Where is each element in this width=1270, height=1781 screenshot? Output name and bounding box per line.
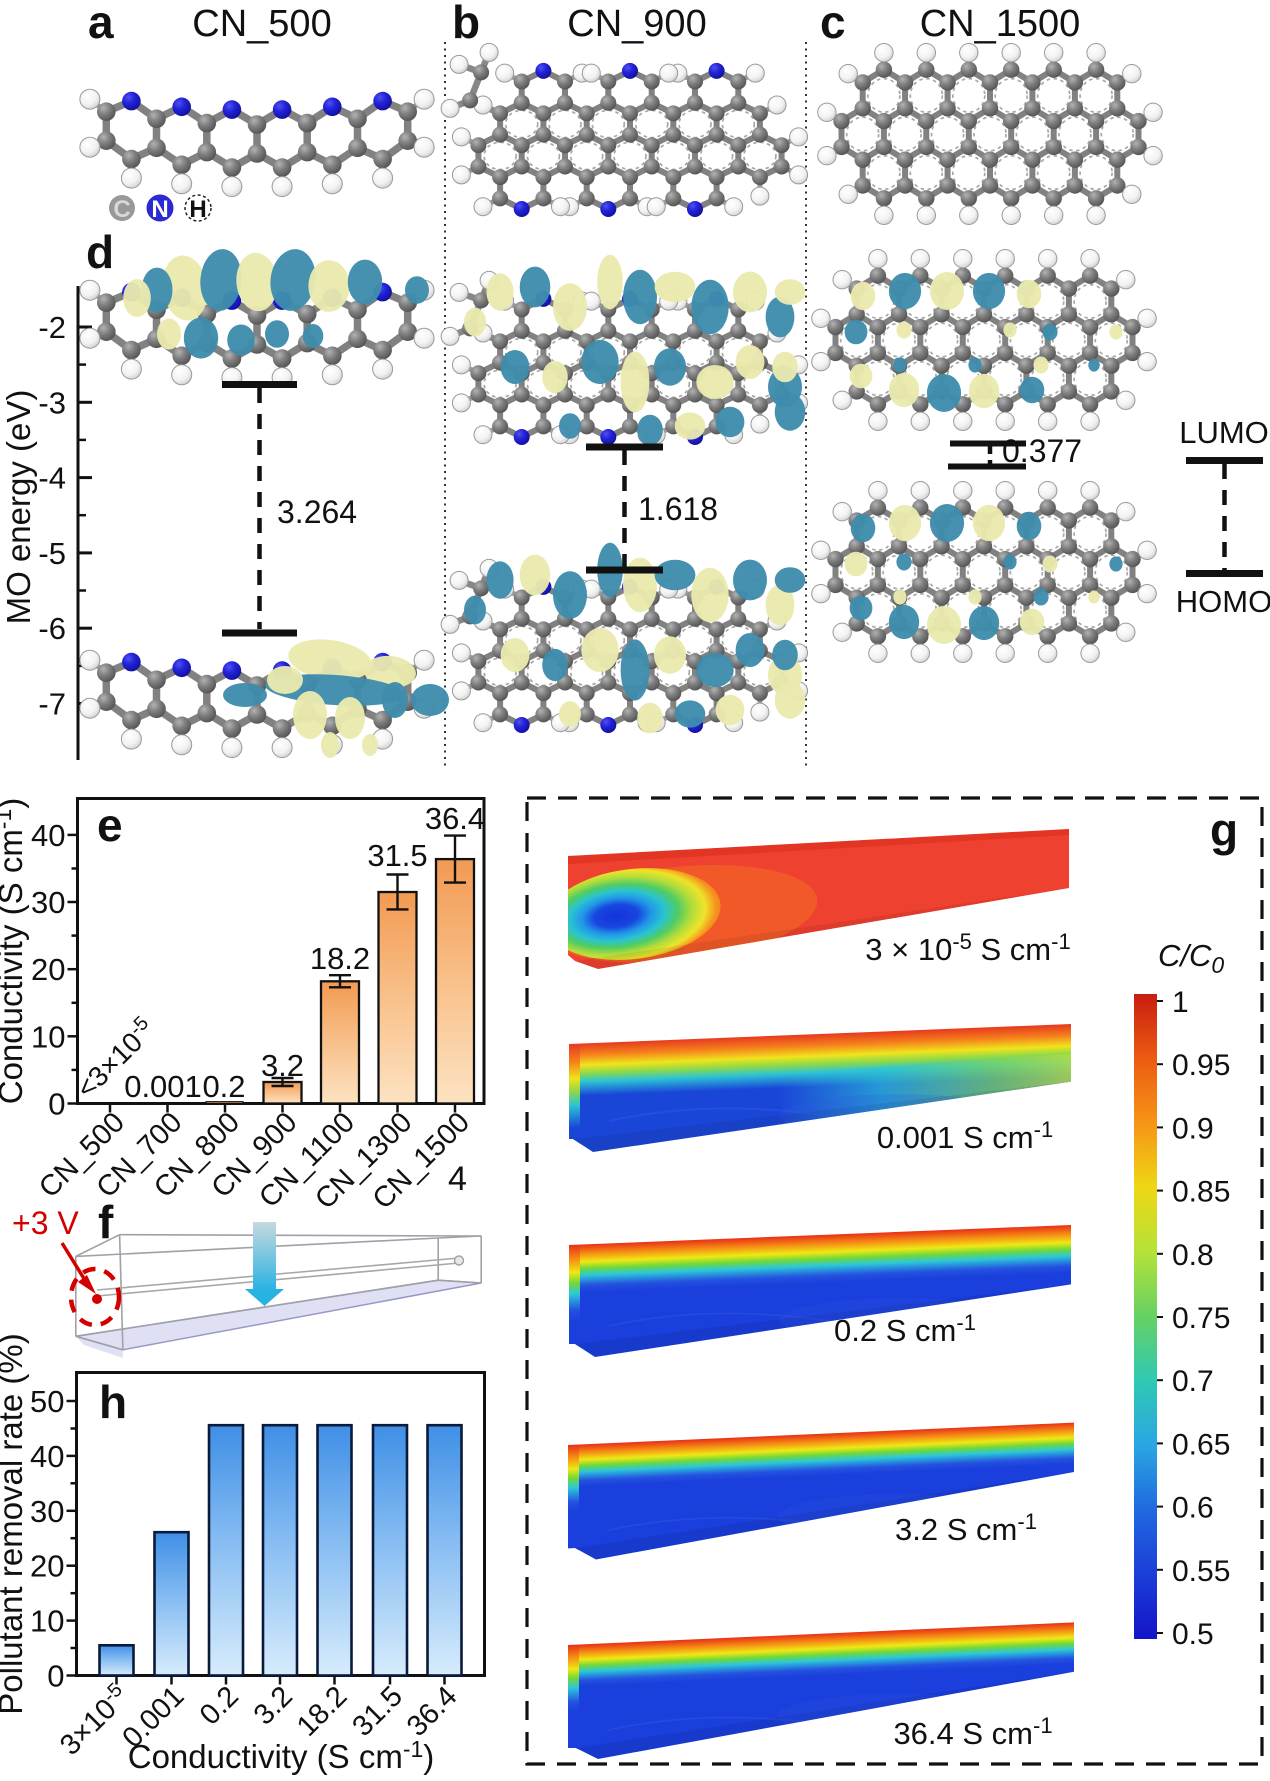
svg-text:HOMO: HOMO bbox=[1176, 584, 1270, 619]
svg-text:30: 30 bbox=[31, 885, 65, 920]
svg-text:1: 1 bbox=[1172, 986, 1189, 1019]
svg-text:0: 0 bbox=[47, 1659, 64, 1694]
svg-text:0.6: 0.6 bbox=[1172, 1492, 1214, 1525]
svg-text:3.2: 3.2 bbox=[261, 1048, 304, 1083]
svg-text:c: c bbox=[820, 0, 846, 48]
svg-text:H: H bbox=[189, 196, 206, 223]
svg-text:N: N bbox=[151, 196, 168, 223]
svg-text:1.618: 1.618 bbox=[638, 491, 718, 527]
svg-text:3.2 S cm-1​: 3.2 S cm-1​ bbox=[895, 1509, 1037, 1547]
svg-text:g: g bbox=[1210, 804, 1238, 856]
svg-text:18.2: 18.2 bbox=[310, 941, 370, 976]
svg-text:36.4 S cm-1​: 36.4 S cm-1​ bbox=[893, 1713, 1052, 1751]
svg-text:f: f bbox=[98, 1196, 114, 1248]
svg-text:0: 0 bbox=[48, 1087, 65, 1122]
svg-text:4: 4 bbox=[448, 1160, 467, 1198]
svg-text:30: 30 bbox=[30, 1494, 64, 1529]
svg-text:0.001 S cm-1​: 0.001 S cm-1​ bbox=[877, 1117, 1053, 1155]
svg-text:CN_900: CN_900 bbox=[567, 3, 706, 45]
svg-text:0.2 S cm-1​: 0.2 S cm-1​ bbox=[834, 1310, 976, 1348]
svg-text:LUMO: LUMO bbox=[1179, 415, 1269, 450]
svg-text:0.377: 0.377 bbox=[1002, 433, 1082, 469]
svg-text:0.7: 0.7 bbox=[1172, 1365, 1214, 1398]
svg-text:0.55: 0.55 bbox=[1172, 1555, 1230, 1588]
svg-text:0.65: 0.65 bbox=[1172, 1428, 1230, 1461]
svg-text:a: a bbox=[88, 0, 114, 48]
svg-text:+3 V: +3 V bbox=[12, 1205, 79, 1241]
svg-text:0.2: 0.2 bbox=[202, 1069, 245, 1104]
svg-text:36.4: 36.4 bbox=[425, 801, 485, 836]
svg-text:C: C bbox=[113, 196, 130, 223]
svg-text:31.5: 31.5 bbox=[367, 838, 427, 873]
svg-text:0.85: 0.85 bbox=[1172, 1176, 1230, 1209]
svg-text:h: h bbox=[99, 1376, 127, 1428]
svg-text:0.001: 0.001 bbox=[124, 1069, 202, 1104]
svg-text:0.8: 0.8 bbox=[1172, 1239, 1214, 1272]
svg-text:-6: -6 bbox=[38, 611, 66, 646]
svg-text:40: 40 bbox=[30, 1439, 64, 1474]
svg-text:20: 20 bbox=[30, 1549, 64, 1584]
svg-text:20: 20 bbox=[31, 952, 65, 987]
svg-text:Conductivity (S cm-1): Conductivity (S cm-1) bbox=[0, 798, 29, 1105]
svg-text:0.95: 0.95 bbox=[1172, 1049, 1230, 1082]
svg-text:-5: -5 bbox=[38, 536, 66, 571]
svg-text:3 × 10-5​ S cm-1​: 3 × 10-5​ S cm-1​ bbox=[865, 929, 1070, 967]
svg-text:3.264: 3.264 bbox=[277, 494, 357, 530]
svg-text:-3: -3 bbox=[38, 385, 66, 420]
svg-text:-7: -7 bbox=[38, 687, 66, 722]
svg-text:50: 50 bbox=[30, 1384, 64, 1419]
svg-text:0.9: 0.9 bbox=[1172, 1112, 1214, 1145]
svg-text:40: 40 bbox=[31, 818, 65, 853]
svg-text:b: b bbox=[452, 0, 480, 48]
svg-text:CN_1500: CN_1500 bbox=[920, 3, 1081, 45]
svg-text:10: 10 bbox=[31, 1019, 65, 1054]
svg-text:d: d bbox=[86, 226, 114, 278]
svg-text:MO energy (eV): MO energy (eV) bbox=[0, 390, 37, 625]
svg-text:-4: -4 bbox=[38, 461, 66, 496]
svg-text:CN_500: CN_500 bbox=[192, 3, 331, 45]
svg-text:0.75: 0.75 bbox=[1172, 1302, 1230, 1335]
svg-text:Pollutant removal rate (%): Pollutant removal rate (%) bbox=[0, 1333, 29, 1714]
svg-text:e: e bbox=[97, 799, 123, 851]
svg-text:-2: -2 bbox=[38, 310, 66, 345]
svg-text:10: 10 bbox=[30, 1604, 64, 1639]
svg-text:Conductivity (S cm-1): Conductivity (S cm-1) bbox=[128, 1736, 435, 1775]
svg-text:0.5: 0.5 bbox=[1172, 1618, 1214, 1651]
